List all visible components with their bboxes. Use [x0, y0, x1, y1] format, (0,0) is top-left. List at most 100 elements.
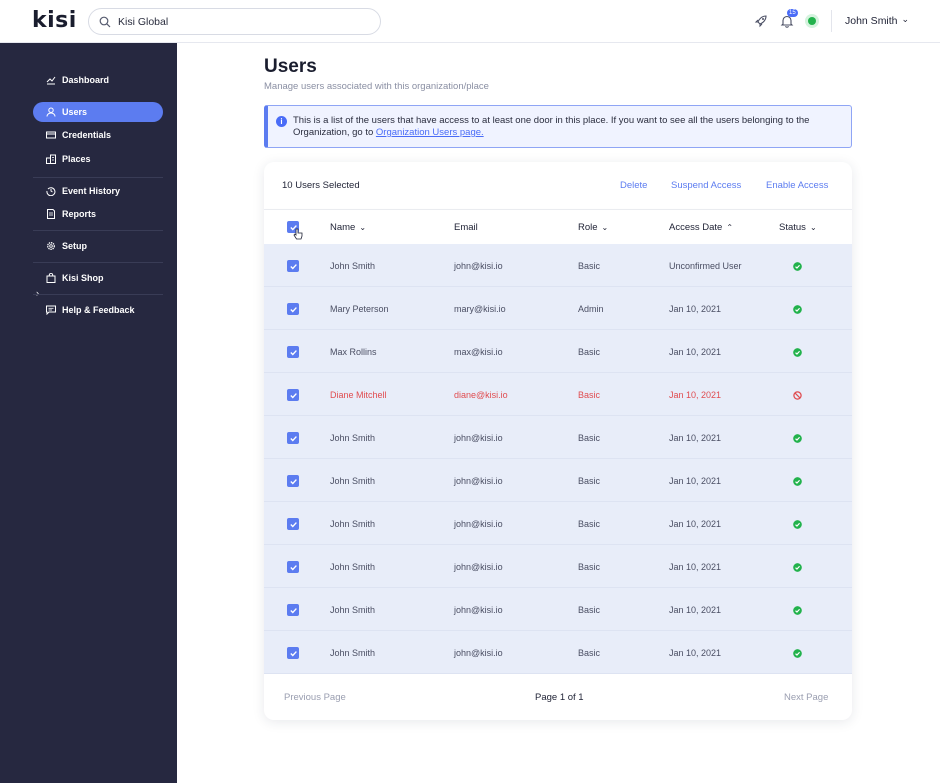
sidebar-item-kisi-shop[interactable]: Kisi Shop: [33, 268, 163, 288]
divider: [831, 10, 832, 32]
cell-role: Basic: [578, 476, 601, 486]
checkmark-icon: [289, 478, 297, 484]
row-checkbox[interactable]: [287, 604, 299, 616]
table-row[interactable]: John Smith john@kisi.io Basic Jan 10, 2021: [264, 459, 852, 502]
search-input[interactable]: [118, 15, 358, 28]
user-menu[interactable]: John Smith ⌄: [845, 14, 909, 27]
search-icon: [99, 16, 111, 27]
active-status-icon: [793, 520, 802, 529]
cell-name: Mary Peterson: [330, 304, 389, 314]
delete-button[interactable]: Delete: [620, 180, 648, 191]
cell-name: John Smith: [330, 433, 376, 443]
cell-name: John Smith: [330, 476, 376, 486]
role-column-header[interactable]: Role ⌄: [578, 222, 609, 233]
table-row[interactable]: Diane Mitchell diane@kisi.io Basic Jan 10, …: [264, 373, 852, 416]
divider: [33, 177, 163, 178]
row-checkbox[interactable]: [287, 260, 299, 272]
sidebar-item-label: Credentials: [62, 130, 112, 140]
suspend-access-button[interactable]: Suspend Access: [671, 180, 742, 191]
previous-page-button[interactable]: Previous Page: [284, 692, 346, 703]
cell-name: John Smith: [330, 261, 376, 271]
rocket-icon[interactable]: [752, 12, 770, 30]
cell-email: mary@kisi.io: [454, 304, 506, 314]
table-header: Name ⌄ Email Role ⌄ Access Date ⌃ Status ⌄: [264, 210, 852, 244]
cell-access-date: Jan 10, 2021: [669, 433, 722, 443]
row-checkbox[interactable]: [287, 475, 299, 487]
cell-role: Basic: [578, 519, 601, 529]
table-row[interactable]: John Smith john@kisi.io Basic Jan 10, 2021: [264, 631, 852, 674]
checkmark-icon: [289, 435, 297, 441]
cell-email: john@kisi.io: [454, 605, 503, 615]
selected-count: 10 Users Selected: [282, 180, 360, 191]
cell-email: diane@kisi.io: [454, 390, 508, 400]
cell-name: John Smith: [330, 562, 376, 572]
access-date-column-header[interactable]: Access Date ⌃: [669, 222, 734, 233]
row-checkbox[interactable]: [287, 432, 299, 444]
sidebar-item-label: Help & Feedback: [62, 305, 135, 315]
user-name: John Smith: [845, 15, 898, 27]
row-checkbox[interactable]: [287, 389, 299, 401]
sidebar-item-users[interactable]: Users: [33, 102, 163, 122]
cell-access-date: Jan 10, 2021: [669, 304, 722, 314]
sidebar-item-setup[interactable]: Setup: [33, 236, 163, 256]
checkmark-icon: [289, 521, 297, 527]
table-row[interactable]: John Smith john@kisi.io Basic Jan 10, 2021: [264, 416, 852, 459]
cell-role: Basic: [578, 347, 601, 357]
status-column-header[interactable]: Status ⌄: [779, 222, 817, 233]
table-row[interactable]: John Smith john@kisi.io Basic Jan 10, 2021: [264, 588, 852, 631]
sidebar-item-help-feedback[interactable]: Help & Feedback: [33, 300, 163, 320]
enable-access-button[interactable]: Enable Access: [766, 180, 829, 191]
cell-name: John Smith: [330, 648, 376, 658]
sidebar-item-label: Places: [62, 154, 91, 164]
hand-cursor-icon: [293, 228, 303, 240]
kisi-logo[interactable]: kisi: [32, 8, 77, 33]
sidebar-item-event-history[interactable]: Event History: [33, 181, 163, 201]
sidebar: Dashboard Users Credentials Places Event…: [0, 43, 177, 783]
sidebar-item-places[interactable]: Places: [33, 149, 163, 169]
cell-role: Basic: [578, 562, 601, 572]
row-checkbox[interactable]: [287, 647, 299, 659]
cell-email: max@kisi.io: [454, 347, 503, 357]
email-column-header: Email: [454, 222, 478, 233]
cell-name: John Smith: [330, 519, 376, 529]
checkmark-icon: [289, 564, 297, 570]
active-status-icon: [793, 649, 802, 658]
table-row[interactable]: Max Rollins max@kisi.io Basic Jan 10, 2021: [264, 330, 852, 373]
divider: [264, 209, 852, 210]
active-status-icon: [793, 262, 802, 271]
name-column-header[interactable]: Name ⌄: [330, 222, 367, 233]
organization-users-link[interactable]: Organization Users page.: [375, 127, 484, 138]
pagination: Previous Page Page 1 of 1 Next Page: [264, 674, 852, 720]
search-box[interactable]: [88, 8, 381, 35]
sidebar-item-dashboard[interactable]: Dashboard: [33, 70, 163, 90]
cell-role: Basic: [578, 261, 601, 271]
cell-email: john@kisi.io: [454, 476, 503, 486]
checkmark-icon: [289, 224, 297, 230]
sidebar-item-credentials[interactable]: Credentials: [33, 125, 163, 145]
table-row[interactable]: Mary Peterson mary@kisi.io Admin Jan 10, 20…: [264, 287, 852, 330]
dashboard-icon: [46, 76, 56, 85]
cell-access-date: Jan 10, 2021: [669, 390, 722, 400]
cell-role: Basic: [578, 390, 601, 400]
cell-access-date: Jan 10, 2021: [669, 562, 722, 572]
active-status-icon: [793, 477, 802, 486]
checkmark-icon: [289, 650, 297, 656]
row-checkbox[interactable]: [287, 346, 299, 358]
table-row[interactable]: John Smith john@kisi.io Basic Jan 10, 2021: [264, 502, 852, 545]
cell-access-date: Unconfirmed User: [669, 261, 742, 271]
row-checkbox[interactable]: [287, 561, 299, 573]
row-checkbox[interactable]: [287, 303, 299, 315]
row-checkbox[interactable]: [287, 518, 299, 530]
cell-name: Max Rollins: [330, 347, 377, 357]
page-subtitle: Manage users associated with this organi…: [264, 81, 489, 92]
next-page-button[interactable]: Next Page: [784, 692, 829, 703]
table-row[interactable]: John Smith john@kisi.io Basic Jan 10, 2021: [264, 545, 852, 588]
sidebar-item-label: Users: [62, 107, 88, 117]
info-icon: i: [276, 116, 287, 127]
table-row[interactable]: John Smith john@kisi.io Basic Unconfirmed U…: [264, 244, 852, 287]
building-icon: [46, 154, 56, 164]
chevron-right-icon[interactable]: ›: [36, 288, 39, 298]
sidebar-item-reports[interactable]: Reports: [33, 204, 163, 224]
notification-bell-icon[interactable]: 15: [778, 9, 798, 30]
cell-email: john@kisi.io: [454, 519, 503, 529]
